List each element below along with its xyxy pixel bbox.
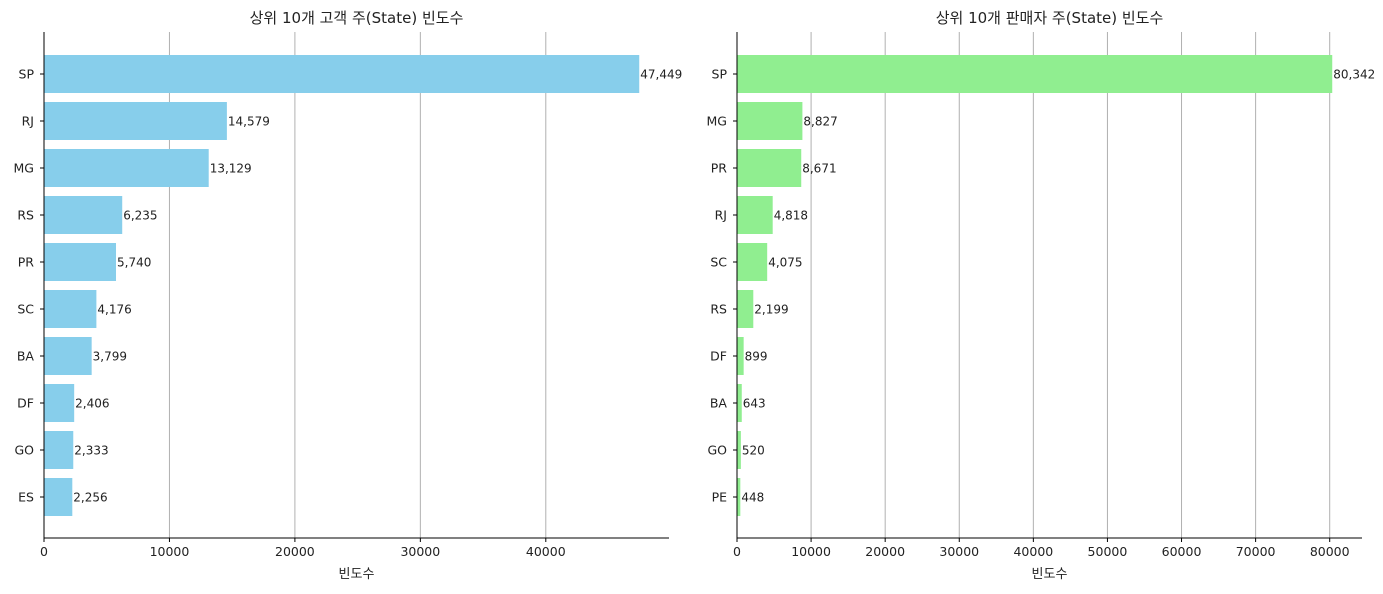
x-tick-label: 70000 — [1236, 544, 1276, 559]
y-tick-label: PR — [711, 161, 728, 176]
y-tick-label: RJ — [22, 114, 34, 129]
bar-rs — [44, 196, 123, 234]
bar-sp — [737, 55, 1333, 93]
bar-value-label: 899 — [745, 350, 768, 364]
bar-pr — [44, 243, 117, 281]
y-tick-label: SP — [19, 67, 35, 82]
x-tick-label: 10000 — [150, 544, 190, 559]
bar-sc — [737, 243, 768, 281]
x-tick-label: 0 — [40, 544, 48, 559]
bar-value-label: 8,827 — [803, 115, 837, 129]
bar-value-label: 4,176 — [97, 303, 131, 317]
bar-sp — [44, 55, 640, 93]
y-tick-label: PR — [18, 255, 35, 270]
bar-value-label: 14,579 — [228, 115, 270, 129]
bar-ba — [44, 337, 92, 375]
bar-value-label: 13,129 — [210, 162, 252, 176]
x-axis-label: 빈도수 — [339, 567, 375, 582]
y-tick-label: BA — [710, 396, 728, 411]
bar-go — [44, 431, 74, 469]
bar-es — [44, 478, 73, 516]
y-tick-label: RS — [710, 302, 727, 317]
y-tick-label: MG — [14, 161, 34, 176]
x-tick-label: 20000 — [865, 544, 905, 559]
x-tick-label: 0 — [733, 544, 741, 559]
y-tick-label: GO — [707, 443, 727, 458]
y-tick-label: DF — [710, 349, 727, 364]
bar-rj — [44, 102, 227, 140]
bar-ba — [737, 384, 742, 422]
bar-value-label: 80,342 — [1333, 68, 1375, 82]
bar-value-label: 643 — [743, 397, 766, 411]
bar-pr — [737, 149, 802, 187]
y-tick-label: SC — [17, 302, 34, 317]
x-tick-label: 60000 — [1162, 544, 1202, 559]
x-tick-label: 40000 — [526, 544, 566, 559]
x-tick-label: 30000 — [939, 544, 979, 559]
bar-sc — [44, 290, 97, 328]
x-tick-label: 20000 — [275, 544, 315, 559]
x-tick-label: 40000 — [1013, 544, 1053, 559]
x-tick-label: 50000 — [1088, 544, 1128, 559]
bar-value-label: 520 — [742, 444, 765, 458]
y-tick-label: BA — [17, 349, 35, 364]
bar-go — [737, 431, 741, 469]
bar-value-label: 2,333 — [74, 444, 108, 458]
bar-value-label: 2,199 — [754, 303, 788, 317]
y-tick-label: MG — [707, 114, 727, 129]
customer-states-chart: 47,449 SP 14,579 RJ 13,129 MG 6,235 RS 5,740 PR 4,… — [14, 9, 683, 582]
x-tick-label: 80000 — [1310, 544, 1350, 559]
bar-value-label: 2,406 — [75, 397, 109, 411]
bar-df — [737, 337, 744, 375]
y-tick-label: RJ — [715, 208, 727, 223]
y-tick-label: GO — [14, 443, 34, 458]
x-tick-label: 10000 — [791, 544, 831, 559]
seller-states-chart: 80,342 SP 8,827 MG 8,671 PR 4,818 RJ 4,075 SC 2,19… — [707, 9, 1376, 582]
x-tick-label: 30000 — [400, 544, 440, 559]
chart-title: 상위 10개 고객 주(State) 빈도수 — [250, 9, 464, 27]
bar-value-label: 3,799 — [93, 350, 127, 364]
bar-mg — [44, 149, 209, 187]
bar-value-label: 5,740 — [117, 256, 151, 270]
bar-value-label: 448 — [741, 491, 764, 505]
y-tick-label: RS — [17, 208, 34, 223]
bar-rs — [737, 290, 754, 328]
y-tick-label: ES — [18, 490, 34, 505]
bar-mg — [737, 102, 803, 140]
bar-value-label: 2,256 — [73, 491, 107, 505]
bar-value-label: 6,235 — [123, 209, 157, 223]
chart-title: 상위 10개 판매자 주(State) 빈도수 — [936, 9, 1164, 27]
bar-value-label: 4,818 — [774, 209, 808, 223]
y-tick-label: SC — [710, 255, 727, 270]
bar-value-label: 4,075 — [768, 256, 802, 270]
bar-pe — [737, 478, 741, 516]
y-tick-label: PE — [712, 490, 728, 505]
x-axis-label: 빈도수 — [1032, 567, 1068, 582]
bar-df — [44, 384, 75, 422]
y-tick-label: SP — [712, 67, 728, 82]
bar-value-label: 8,671 — [802, 162, 836, 176]
bar-value-label: 47,449 — [640, 68, 682, 82]
bar-rj — [737, 196, 773, 234]
y-tick-label: DF — [17, 396, 34, 411]
